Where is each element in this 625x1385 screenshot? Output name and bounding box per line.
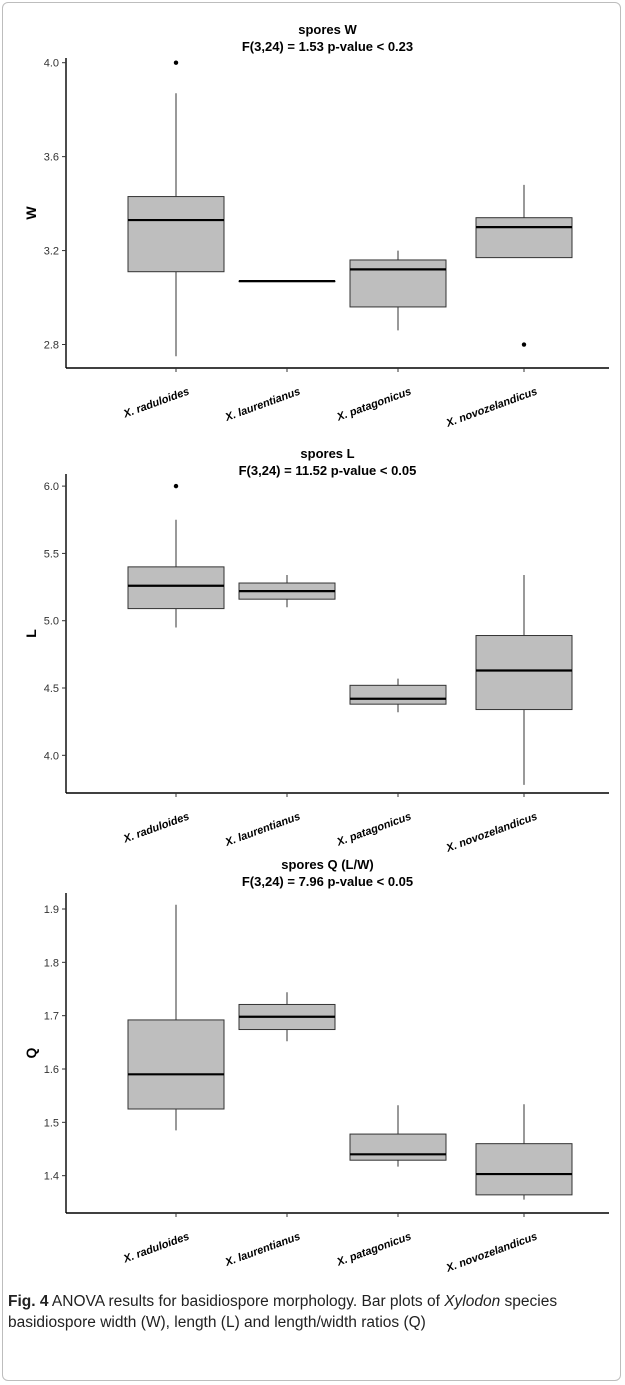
box-iqr	[349, 259, 447, 308]
x-category-label: X. laurentianus	[223, 386, 302, 425]
y-tick-label: 4.5	[44, 683, 59, 695]
x-category-label: X. novozelandicus	[444, 811, 539, 855]
x-category-label: X. laurentianus	[223, 811, 302, 850]
y-tick-label: 2.8	[44, 340, 59, 352]
outlier-point	[173, 60, 179, 65]
x-category-label: X. novozelandicus	[444, 386, 539, 430]
box-4	[475, 574, 573, 785]
box-2	[238, 574, 336, 608]
y-tick-label: 1.8	[44, 957, 59, 969]
y-tick-label: 4.0	[44, 58, 59, 70]
x-category-label: X. raduloides	[121, 386, 191, 421]
chart-panels: spores W F(3,24) = 1.53 p-value < 0.23 W 2.…	[23, 22, 609, 1275]
y-tick-label: 1.6	[44, 1064, 59, 1076]
box-3	[349, 250, 447, 331]
box-iqr	[349, 684, 447, 705]
caption-text-after: species basidiospore width (W), length (…	[8, 1293, 558, 1331]
box-2	[238, 992, 336, 1042]
y-tick-label: 1.7	[44, 1011, 59, 1023]
panel-subtitle: F(3,24) = 7.96 p-value < 0.05	[242, 874, 413, 889]
y-tick-label: 6.0	[44, 481, 59, 493]
box-1	[127, 483, 225, 628]
x-category-label: X. novozelandicus	[444, 1231, 539, 1275]
x-category-label: X. laurentianus	[223, 1231, 302, 1270]
box-1	[127, 60, 225, 357]
box-4	[475, 184, 573, 347]
box-3	[349, 1105, 447, 1167]
y-tick-label: 4.0	[44, 750, 59, 762]
panel-2: spores L F(3,24) = 11.52 p-value < 0.05 L 4…	[23, 446, 609, 855]
panel-title: spores W	[298, 22, 357, 37]
x-category-label: X. patagonicus	[334, 386, 413, 424]
y-tick-label: 3.2	[44, 246, 59, 258]
panel-title: spores L	[300, 446, 354, 461]
y-tick-label: 1.5	[44, 1117, 59, 1129]
box-iqr	[127, 196, 225, 273]
x-category-label: X. patagonicus	[334, 1231, 413, 1269]
panel-1: spores W F(3,24) = 1.53 p-value < 0.23 W 2.…	[23, 22, 609, 430]
box-iqr	[127, 566, 225, 610]
y-tick-label: 5.5	[44, 548, 59, 560]
panel-subtitle: F(3,24) = 11.52 p-value < 0.05	[239, 463, 417, 478]
x-category-label: X. raduloides	[121, 811, 191, 846]
box-iqr	[349, 1133, 447, 1161]
box-1	[127, 904, 225, 1131]
caption-text-before: ANOVA results for basidiospore morpholog…	[48, 1293, 445, 1310]
box-3	[349, 678, 447, 713]
outlier-point	[521, 342, 527, 347]
y-tick-label: 3.6	[44, 152, 59, 164]
box-4	[475, 1104, 573, 1200]
figure-label: Fig. 4	[8, 1293, 49, 1310]
box-2	[238, 280, 336, 283]
panel-subtitle: F(3,24) = 1.53 p-value < 0.23	[242, 39, 413, 54]
y-axis-label: W	[23, 206, 39, 220]
figure-caption: Fig. 4 ANOVA results for basidiospore mo…	[8, 1291, 613, 1333]
y-tick-label: 1.4	[44, 1171, 59, 1183]
outlier-point	[173, 483, 179, 489]
y-tick-label: 1.9	[44, 904, 59, 916]
box-iqr	[475, 217, 573, 259]
y-axis-label: L	[23, 629, 39, 638]
panel-title: spores Q (L/W)	[281, 857, 373, 872]
box-iqr	[475, 1143, 573, 1196]
y-axis-label: Q	[23, 1047, 39, 1058]
box-iqr	[127, 1019, 225, 1110]
caption-genus: Xylodon	[444, 1293, 501, 1310]
box-iqr	[475, 635, 573, 711]
x-category-label: X. raduloides	[121, 1231, 191, 1266]
x-category-label: X. patagonicus	[334, 811, 413, 849]
panel-3: spores Q (L/W) F(3,24) = 7.96 p-value < 0…	[23, 857, 609, 1275]
y-tick-label: 5.0	[44, 616, 59, 628]
